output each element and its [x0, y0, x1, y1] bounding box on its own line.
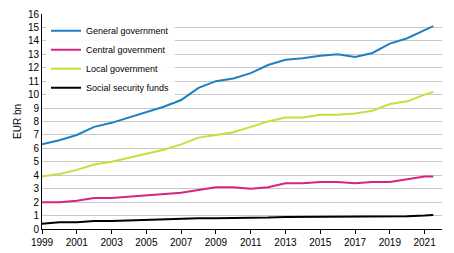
svg-text:15: 15 — [28, 22, 40, 33]
svg-text:EUR bn: EUR bn — [12, 104, 23, 139]
svg-text:2003: 2003 — [100, 237, 123, 248]
svg-text:16: 16 — [28, 9, 40, 20]
svg-text:2005: 2005 — [135, 237, 158, 248]
svg-text:2021: 2021 — [413, 237, 436, 248]
svg-text:2009: 2009 — [205, 237, 228, 248]
svg-text:6: 6 — [33, 143, 39, 154]
svg-text:Local government: Local government — [86, 64, 158, 74]
svg-text:7: 7 — [33, 129, 39, 140]
svg-text:0: 0 — [33, 224, 39, 235]
svg-text:3: 3 — [33, 183, 39, 194]
svg-text:2: 2 — [33, 197, 39, 208]
svg-text:1999: 1999 — [31, 237, 54, 248]
svg-text:14: 14 — [28, 35, 40, 46]
svg-text:13: 13 — [28, 49, 40, 60]
svg-text:1: 1 — [33, 210, 39, 221]
svg-text:2019: 2019 — [379, 237, 402, 248]
svg-text:4: 4 — [33, 170, 39, 181]
svg-text:2007: 2007 — [170, 237, 193, 248]
svg-text:2017: 2017 — [344, 237, 367, 248]
svg-text:9: 9 — [33, 103, 39, 114]
svg-text:2015: 2015 — [309, 237, 332, 248]
svg-text:10: 10 — [28, 89, 40, 100]
svg-text:General government: General government — [86, 26, 169, 36]
svg-text:2011: 2011 — [240, 237, 262, 248]
svg-text:5: 5 — [33, 156, 39, 167]
svg-text:11: 11 — [29, 76, 40, 87]
svg-text:Social security funds: Social security funds — [86, 83, 169, 93]
svg-text:Central government: Central government — [86, 45, 166, 55]
svg-text:12: 12 — [28, 62, 40, 73]
svg-text:8: 8 — [33, 116, 39, 127]
svg-text:2001: 2001 — [66, 237, 89, 248]
svg-text:2013: 2013 — [274, 237, 297, 248]
